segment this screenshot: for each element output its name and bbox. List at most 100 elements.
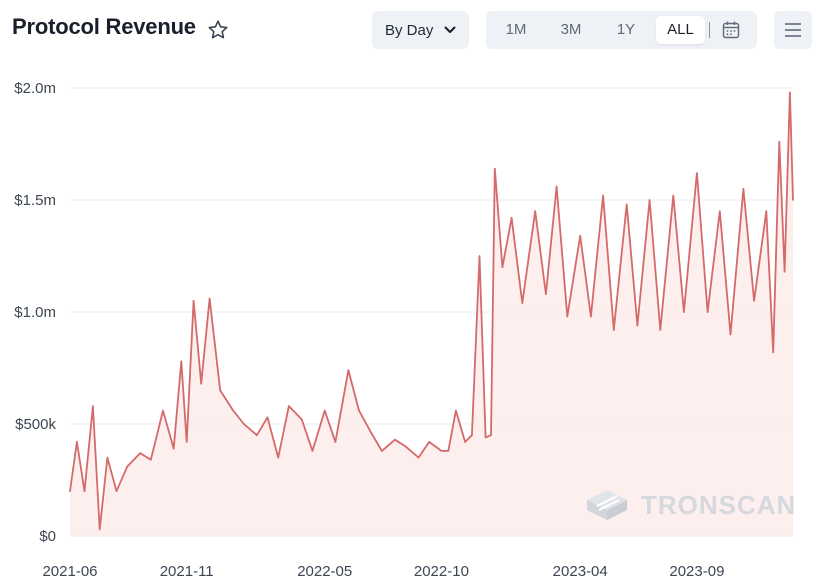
data-point (172, 447, 175, 450)
x-tick-label: 2021-11 (160, 563, 214, 580)
interval-dropdown[interactable]: By Day (372, 11, 469, 49)
range-1m-button[interactable]: 1M (505, 21, 527, 38)
data-point (323, 409, 326, 412)
chevron-down-icon (444, 26, 456, 33)
data-point (555, 185, 558, 188)
data-point (162, 409, 164, 412)
data-point (208, 297, 211, 300)
data-point (150, 459, 152, 461)
data-point (334, 441, 337, 443)
data-point (672, 194, 675, 197)
data-point (612, 329, 615, 331)
y-tick-label: $1.5m (14, 192, 56, 209)
tronscan-logo-icon (587, 490, 627, 520)
data-point (404, 445, 407, 448)
series-area (70, 92, 793, 536)
time-range-selector: 1M 3M 1Y ALL (486, 11, 757, 49)
x-tick-label: 2022-05 (297, 563, 352, 580)
data-point (471, 434, 473, 437)
chart-menu-button[interactable] (774, 11, 812, 49)
data-point (69, 490, 71, 493)
data-point (440, 450, 443, 452)
watermark-text: TRONSCAN (641, 489, 797, 520)
data-point (602, 194, 604, 197)
data-point (126, 465, 128, 468)
data-point (106, 456, 109, 459)
data-point (566, 315, 569, 318)
data-point (311, 450, 314, 452)
data-point (288, 405, 290, 407)
data-point (180, 360, 183, 363)
x-tick-label: 2021-06 (42, 563, 97, 580)
data-point (256, 434, 258, 437)
data-point (501, 266, 504, 268)
data-point (490, 434, 492, 437)
data-point (742, 188, 745, 190)
data-point (232, 409, 235, 412)
data-point (792, 199, 794, 201)
menu-icon (785, 23, 801, 37)
y-tick-label: $2.0m (14, 80, 56, 97)
data-point (478, 255, 481, 257)
data-point (185, 441, 188, 443)
data-point (92, 405, 94, 407)
data-point (139, 452, 141, 454)
data-point (83, 490, 86, 493)
data-point (464, 441, 466, 443)
star-icon[interactable] (206, 18, 230, 42)
x-tick-label: 2023-09 (669, 563, 724, 580)
data-point (778, 140, 781, 143)
data-point (200, 382, 202, 385)
data-point (729, 333, 732, 336)
data-point (192, 300, 195, 302)
x-tick-label: 2022-10 (414, 563, 469, 580)
data-point (301, 418, 303, 421)
watermark: TRONSCAN (583, 486, 796, 524)
data-point (381, 450, 383, 452)
data-point (590, 315, 592, 318)
page-title: Protocol Revenue (12, 14, 196, 39)
data-point (696, 172, 698, 174)
range-divider (709, 22, 710, 38)
data-point (706, 311, 709, 313)
calendar-icon[interactable] (721, 20, 741, 40)
data-point (370, 432, 373, 434)
range-all-button[interactable]: ALL (656, 16, 705, 44)
data-point (783, 270, 786, 273)
data-point (484, 436, 487, 439)
data-point (648, 199, 651, 201)
data-point (789, 91, 791, 94)
data-point (534, 210, 537, 212)
data-point (521, 302, 524, 304)
data-point (428, 441, 431, 443)
y-tick-label: $1.0m (14, 304, 56, 321)
series-line (69, 91, 794, 531)
data-point (765, 210, 768, 212)
data-point (76, 441, 78, 443)
data-point (772, 351, 774, 354)
data-point (455, 409, 457, 412)
interval-dropdown-label: By Day (385, 21, 434, 39)
data-point (243, 423, 245, 425)
data-point (347, 369, 350, 372)
x-tick-label: 2023-04 (553, 563, 608, 580)
data-point (545, 293, 547, 295)
y-tick-label: $0 (39, 528, 56, 545)
data-point (98, 528, 101, 531)
data-point (266, 416, 269, 419)
data-point (579, 235, 582, 237)
data-point (219, 389, 222, 392)
data-point (625, 203, 628, 206)
data-point (494, 167, 496, 170)
data-point (753, 300, 755, 302)
data-point (659, 329, 662, 331)
data-point (683, 311, 685, 313)
data-point (277, 456, 280, 459)
data-point (718, 210, 721, 212)
range-3m-button[interactable]: 3M (560, 21, 582, 38)
data-point (417, 456, 420, 459)
data-point (636, 324, 639, 327)
range-1y-button[interactable]: 1Y (616, 21, 636, 38)
data-point (394, 438, 396, 441)
data-point (447, 450, 450, 452)
